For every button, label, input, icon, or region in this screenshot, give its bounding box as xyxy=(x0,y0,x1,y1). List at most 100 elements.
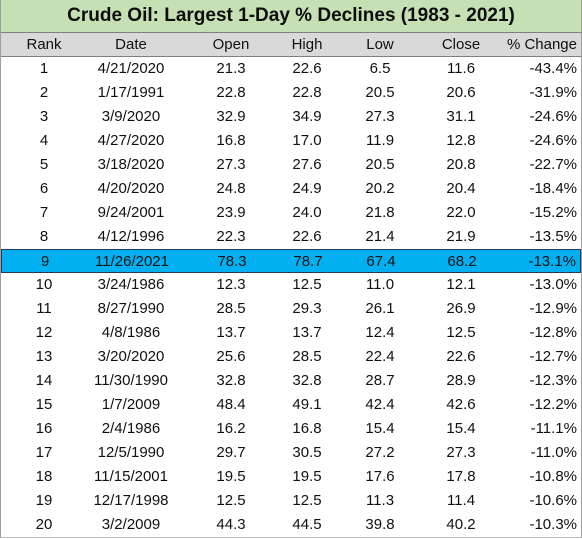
table-cell: 19 xyxy=(35,492,53,509)
table-cell: 16.8 xyxy=(216,132,246,149)
table-cell: 16.2 xyxy=(216,420,246,437)
table-cell: 1/17/1991 xyxy=(97,84,165,101)
table-row: 7 9/24/2001 23.9 24.0 21.8 22.0 -15.2% xyxy=(1,201,581,225)
table-cell: 27.2 xyxy=(365,444,395,461)
table-cell: 17 xyxy=(35,444,53,461)
table-cell: -13.0% xyxy=(529,276,577,293)
table-cell: 48.4 xyxy=(216,396,246,413)
table-cell: -31.9% xyxy=(529,84,577,101)
table-row: 11 8/27/1990 28.5 29.3 26.1 26.9 -12.9% xyxy=(1,297,581,321)
table-cell: 12.5 xyxy=(292,492,322,509)
table-cell: 11.4 xyxy=(446,492,476,509)
table-cell: 4/12/1996 xyxy=(97,228,165,245)
table-cell: 44.5 xyxy=(292,516,322,533)
table-cell: 12/17/1998 xyxy=(93,492,169,509)
table-cell: -24.6% xyxy=(529,132,577,149)
table-cell: 7 xyxy=(39,204,49,221)
header-cell: High xyxy=(291,36,323,53)
table-cell: 12.3 xyxy=(216,276,246,293)
header-cell: Date xyxy=(115,36,147,53)
table-cell: -13.5% xyxy=(529,228,577,245)
table-cell: 13.7 xyxy=(292,324,322,341)
table-cell: 27.6 xyxy=(292,156,322,173)
table-row: 20 3/2/2009 44.3 44.5 39.8 40.2 -10.3% xyxy=(1,513,581,537)
table-cell: -10.8% xyxy=(529,468,577,485)
table-row: 6 4/20/2020 24.8 24.9 20.2 20.4 -18.4% xyxy=(1,177,581,201)
table-cell: 15 xyxy=(35,396,53,413)
table-cell: -12.2% xyxy=(529,396,577,413)
table-cell: 5 xyxy=(39,156,49,173)
table-cell: 11.3 xyxy=(365,492,395,509)
table-cell: -10.3% xyxy=(529,516,577,533)
table-cell: 12.5 xyxy=(446,324,476,341)
table-cell: 20.4 xyxy=(446,180,476,197)
table-cell: 21.9 xyxy=(446,228,476,245)
table-title: Crude Oil: Largest 1-Day % Declines (198… xyxy=(1,0,581,33)
table-cell: 18 xyxy=(35,468,53,485)
table-row: 10 3/24/1986 12.3 12.5 11.0 12.1 -13.0% xyxy=(1,273,581,297)
table-cell: 28.5 xyxy=(292,348,322,365)
table-cell: 13.7 xyxy=(216,324,246,341)
header-cell: % Change xyxy=(506,36,577,53)
table-cell: 24.0 xyxy=(292,204,322,221)
table-cell: 6 xyxy=(39,180,49,197)
table-cell: 22.3 xyxy=(216,228,246,245)
table-cell: 2 xyxy=(39,84,49,101)
table-cell: 11 xyxy=(36,300,52,317)
table-cell: 17.0 xyxy=(292,132,322,149)
table-cell: 68.2 xyxy=(447,253,477,270)
table-row: 9 11/26/2021 78.3 78.7 67.4 68.2 -13.1% xyxy=(1,249,581,273)
table-cell: 27.3 xyxy=(216,156,246,173)
table-cell: 29.7 xyxy=(216,444,246,461)
header-cell: Open xyxy=(212,36,250,53)
table-cell: 1/7/2009 xyxy=(101,396,161,413)
table-cell: 28.7 xyxy=(365,372,395,389)
table-cell: 12.8 xyxy=(446,132,476,149)
table-cell: 22.0 xyxy=(446,204,476,221)
table-cell: 12.1 xyxy=(446,276,476,293)
table-cell: 12.4 xyxy=(365,324,395,341)
table-cell: 3/24/1986 xyxy=(97,276,165,293)
table-row: 14 11/30/1990 32.8 32.8 28.7 28.9 -12.3% xyxy=(1,369,581,393)
table-cell: 20.8 xyxy=(446,156,476,173)
table-cell: 3/20/2020 xyxy=(97,348,165,365)
table-cell: 13 xyxy=(35,348,53,365)
table-cell: 2/4/1986 xyxy=(101,420,161,437)
table-cell: 23.9 xyxy=(216,204,246,221)
header-cell: Rank xyxy=(26,36,62,53)
table-cell: 20.5 xyxy=(365,156,395,173)
table-cell: 20.2 xyxy=(365,180,395,197)
table-row: 19 12/17/1998 12.5 12.5 11.3 11.4 -10.6% xyxy=(1,489,581,513)
table-cell: -43.4% xyxy=(529,60,577,77)
table-cell: 42.4 xyxy=(365,396,395,413)
table-cell: 31.1 xyxy=(446,108,476,125)
table-row: 13 3/20/2020 25.6 28.5 22.4 22.6 -12.7% xyxy=(1,345,581,369)
table-cell: 20.5 xyxy=(365,84,395,101)
table-cell: 14 xyxy=(35,372,53,389)
table-cell: 3/9/2020 xyxy=(101,108,161,125)
table-cell: 32.8 xyxy=(292,372,322,389)
table-cell: 67.4 xyxy=(366,253,396,270)
table-cell: 12.5 xyxy=(292,276,322,293)
header-row: Rank Date Open High Low Close % Change xyxy=(1,33,581,57)
table-cell: -12.3% xyxy=(529,372,577,389)
table-row: 8 4/12/1996 22.3 22.6 21.4 21.9 -13.5% xyxy=(1,225,581,249)
table-cell: 1 xyxy=(39,60,49,77)
table-cell: 28.5 xyxy=(216,300,246,317)
header-cell: Low xyxy=(366,36,394,53)
table-cell: 49.1 xyxy=(292,396,322,413)
table-cell: -12.7% xyxy=(529,348,577,365)
table-cell: 26.1 xyxy=(365,300,395,317)
table-cell: 15.4 xyxy=(365,420,395,437)
table-cell: 8 xyxy=(39,228,49,245)
table-cell: 34.9 xyxy=(292,108,322,125)
table-cell: 20 xyxy=(35,516,53,533)
table-cell: -24.6% xyxy=(529,108,577,125)
table-cell: 17.8 xyxy=(446,468,476,485)
table-cell: 10 xyxy=(35,276,53,293)
table-row: 4 4/27/2020 16.8 17.0 11.9 12.8 -24.6% xyxy=(1,129,581,153)
table-cell: 32.8 xyxy=(216,372,246,389)
table-row: 17 12/5/1990 29.7 30.5 27.2 27.3 -11.0% xyxy=(1,441,581,465)
table-cell: 8/27/1990 xyxy=(97,300,165,317)
